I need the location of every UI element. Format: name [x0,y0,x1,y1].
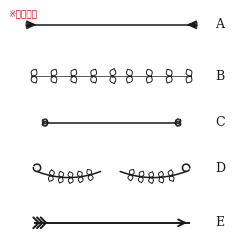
Text: D: D [216,162,226,175]
Text: C: C [216,116,225,129]
Text: B: B [216,70,225,82]
Text: A: A [216,18,224,31]
Text: ※名前の下: ※名前の下 [8,9,37,18]
Text: E: E [216,216,224,229]
